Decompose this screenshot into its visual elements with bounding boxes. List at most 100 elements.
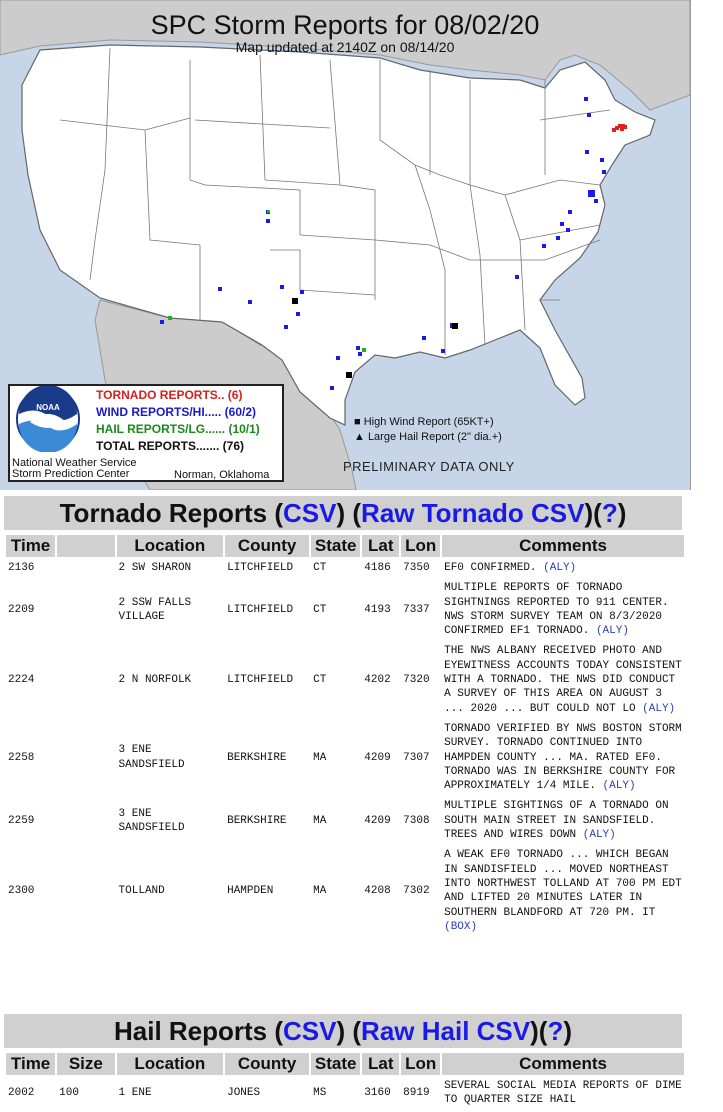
county-cell: LITCHFIELD [227, 562, 294, 574]
noaa-logo-text: NOAA [36, 403, 60, 412]
location-cell: TOLLAND [118, 885, 165, 898]
tornado-point [620, 127, 624, 131]
wind-point [602, 170, 606, 174]
time-cell: 2300 [8, 885, 35, 898]
lat-cell: 4193 [364, 603, 391, 616]
wind-point [300, 290, 304, 294]
wind-point [594, 199, 598, 203]
wind-point [422, 336, 426, 340]
tornado-point [618, 124, 622, 128]
comments-cell: THE NWS ALBANY RECEIVED PHOTO AND EYEWIT… [442, 642, 684, 717]
office-link[interactable]: (BOX) [444, 920, 478, 933]
tornado-section-title: Tornado Reports [59, 498, 268, 528]
table-row: 2300 TOLLAND HAMPDEN MA 4208 7302 A WEAK EF0 T… [6, 846, 684, 936]
county-cell: LITCHFIELD [227, 674, 294, 687]
wind-point [356, 346, 360, 350]
wind-point [266, 219, 270, 223]
tornado-raw-csv-link[interactable]: Raw Tornado CSV [361, 498, 585, 528]
tornado-csv-link[interactable]: CSV [283, 498, 337, 528]
location-cell: 2 N NORFOLK [118, 674, 192, 687]
high-wind-markers [292, 298, 458, 378]
wind-point [330, 386, 334, 390]
legend-box: NOAA TORNADO REPORTS.. (6) WIND REPORTS/… [8, 384, 284, 482]
office-link[interactable]: (ALY) [595, 625, 629, 638]
empty-cell [57, 846, 114, 936]
tornado-markers [612, 124, 627, 132]
column-header: State [311, 1053, 361, 1075]
location-cell: 2 SW SHARON [118, 562, 192, 574]
hail-point [362, 348, 366, 352]
hail-raw-csv-link[interactable]: Raw Hail CSV [361, 1016, 531, 1046]
hail-table: Time Size Location County State Lat Lon Comment… [4, 1051, 686, 1112]
comment-text: EF0 CONFIRMED. [444, 562, 537, 574]
lat-cell: 4209 [364, 814, 391, 827]
wind-point [584, 97, 588, 101]
state-cell: MA [313, 751, 327, 764]
tornado-point [623, 125, 627, 129]
wind-point [280, 285, 284, 289]
nws-line1: National Weather Service [12, 457, 137, 469]
table-row: 2002 100 1 ENE JONES MS 3160 8919 SEVERAL SOCIA… [6, 1077, 684, 1110]
column-header: Lon [401, 535, 441, 557]
state-cell: MA [313, 814, 327, 827]
hail-point [267, 210, 270, 213]
wind-point [218, 287, 222, 291]
comment-text: TORNADO VERIFIED BY NWS BOSTON STORM SUR… [444, 722, 682, 793]
office-link[interactable]: (ALY) [602, 780, 636, 793]
map-updated-text: Map updated at 2140Z on 08/14/20 [235, 39, 455, 55]
legend-total: TOTAL REPORTS....... (76) [96, 439, 245, 453]
column-header: Lon [401, 1053, 441, 1075]
lon-cell: 7302 [403, 885, 430, 898]
column-header: Lat [362, 535, 400, 557]
hail-section-title: Hail Reports [113, 1016, 268, 1046]
column-header: County [225, 535, 310, 557]
office-link[interactable]: (ALY) [543, 562, 577, 574]
hail-csv-link[interactable]: CSV [283, 1016, 337, 1046]
comment-text: THE NWS ALBANY RECEIVED PHOTO AND EYEWIT… [444, 645, 682, 715]
key-high-wind: ■ High Wind Report (65KT+) [354, 416, 494, 428]
lat-cell: 4186 [364, 562, 391, 574]
legend-hail: HAIL REPORTS/LG...... (10/1) [96, 422, 260, 436]
noaa-logo-icon: NOAA [16, 386, 80, 452]
wind-point [160, 320, 164, 324]
time-cell: 2224 [8, 674, 35, 687]
size-cell: 100 [59, 1087, 79, 1100]
location-cell: 3 ENE SANDSFIELD [118, 807, 185, 834]
county-cell: LITCHFIELD [227, 603, 294, 616]
comments-cell: MULTIPLE REPORTS OF TORNADO SIGHTNINGS R… [442, 579, 684, 640]
tornado-help-link[interactable]: ? [601, 498, 618, 528]
column-header: County [225, 1053, 310, 1075]
tornado-table: Time Location County State Lat Lon Comments 21… [4, 533, 686, 938]
office-link[interactable]: (ALY) [582, 829, 616, 842]
office-link[interactable]: (ALY) [642, 702, 676, 715]
empty-cell [57, 720, 114, 795]
state-cell: CT [313, 674, 327, 687]
table-row: 2258 3 ENE SANDSFIELD BERKSHIRE MA 4209 7307 T… [6, 720, 684, 795]
canada [0, 0, 690, 111]
lon-cell: 7337 [403, 603, 430, 616]
column-header: State [311, 535, 361, 557]
lon-cell: 7350 [403, 562, 430, 574]
column-header: Location [116, 535, 224, 557]
high-wind-point [346, 372, 352, 378]
comments-cell: MULTIPLE SIGHTINGS OF A TORNADO ON SOUTH… [442, 797, 684, 844]
empty-cell [57, 642, 114, 717]
nws-label: National Weather Service Storm Predictio… [12, 458, 137, 480]
wind-point [284, 325, 288, 329]
lat-cell: 4202 [364, 674, 391, 687]
high-wind-point [452, 323, 458, 329]
hail-help-link[interactable]: ? [547, 1016, 564, 1046]
hail-markers [168, 210, 366, 352]
state-cell: MA [313, 885, 327, 898]
column-header: Location [116, 1053, 224, 1075]
time-cell: 2136 [8, 562, 35, 574]
hail-point [168, 316, 172, 320]
hail-header-row: Time Size Location County State Lat Lon Comment… [6, 1053, 684, 1075]
state-cell: CT [313, 562, 327, 574]
wind-point [358, 352, 362, 356]
tornado-point [612, 128, 616, 132]
time-cell: 2259 [8, 814, 35, 827]
table-row: 2136 2 SW SHARON LITCHFIELD CT 4186 7350 EF0 C… [6, 559, 684, 577]
wind-point [542, 244, 546, 248]
time-cell: 2209 [8, 603, 35, 616]
